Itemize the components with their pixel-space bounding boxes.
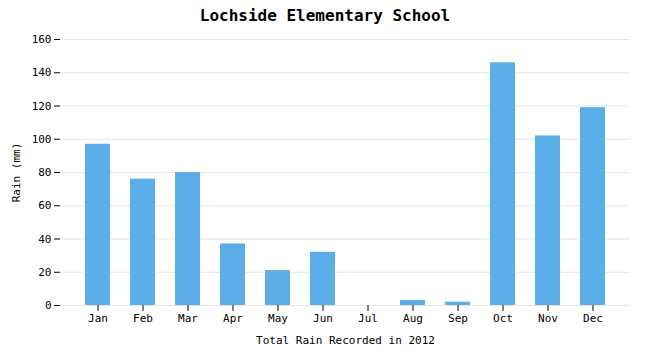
svg-text:40: 40: [38, 233, 51, 246]
svg-text:80: 80: [38, 166, 51, 179]
svg-text:Nov: Nov: [538, 312, 558, 325]
svg-text:Dec: Dec: [583, 312, 603, 325]
svg-text:160: 160: [32, 33, 52, 46]
svg-text:Jun: Jun: [313, 312, 333, 325]
svg-text:20: 20: [38, 266, 51, 279]
svg-text:Apr: Apr: [223, 312, 243, 325]
svg-text:Aug: Aug: [403, 312, 423, 325]
svg-text:0: 0: [45, 299, 52, 312]
html-text:Lochside Elementary School: Lochside Elementary School: [199, 6, 451, 25]
svg-text:Oct: Oct: [493, 312, 513, 325]
svg-text:Jan: Jan: [88, 312, 108, 325]
svg-text:100: 100: [32, 133, 52, 146]
svg-text:Total Rain Recorded in 2012: Total Rain Recorded in 2012: [256, 334, 435, 347]
svg-text:Rain (mm): Rain (mm): [10, 143, 23, 203]
svg-text:Mar: Mar: [178, 312, 198, 325]
svg-text:140: 140: [32, 66, 52, 79]
svg-text:May: May: [268, 312, 288, 325]
svg-text:Sep: Sep: [448, 312, 468, 325]
svg-text:60: 60: [38, 199, 51, 212]
svg-text:Jul: Jul: [358, 312, 378, 325]
svg-text:120: 120: [32, 100, 52, 113]
svg-text:Feb: Feb: [133, 312, 153, 325]
